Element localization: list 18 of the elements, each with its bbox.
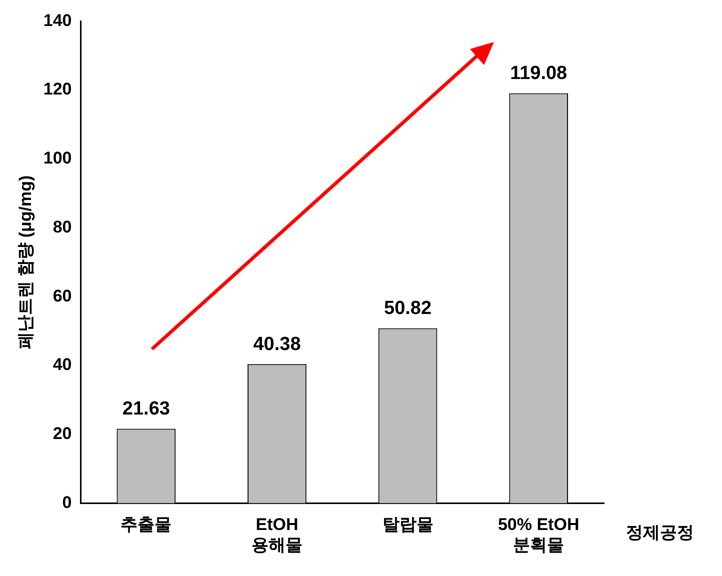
x-tick-label: 50% EtOH 분획물 — [498, 515, 580, 554]
x-tick-label: EtOH 용해물 — [251, 515, 302, 554]
y-tick-label: 100 — [43, 148, 72, 168]
data-label: 50.82 — [384, 298, 432, 319]
data-label: 40.38 — [253, 334, 301, 355]
data-label: 119.08 — [510, 62, 568, 84]
x-axis-title: 정제공정 — [626, 522, 694, 542]
y-tick-label: 120 — [43, 80, 72, 99]
y-tick-label: 0 — [62, 492, 72, 512]
y-tick-label: 20 — [52, 424, 72, 444]
x-tick-label: 추출물 — [120, 515, 172, 534]
y-tick-label: 80 — [52, 217, 72, 236]
data-label: 21.63 — [122, 398, 170, 420]
y-tick-label: 40 — [52, 355, 72, 374]
y-tick-label: 60 — [52, 286, 72, 306]
x-tick-label: 탈랍물 — [382, 515, 434, 534]
y-tick-label: 140 — [43, 10, 72, 30]
y-axis-title: 페난트렌 함량 (μg/mg) — [16, 175, 35, 350]
